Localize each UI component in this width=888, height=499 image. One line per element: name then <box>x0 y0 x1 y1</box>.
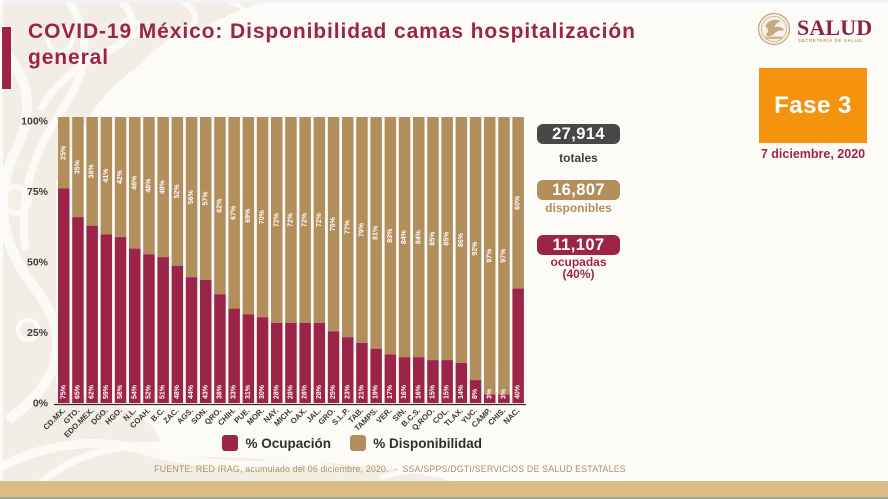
svg-text:52%: 52% <box>174 184 181 199</box>
svg-text:25%: 25% <box>330 384 337 399</box>
svg-text:43%: 43% <box>202 384 209 399</box>
svg-text:75%: 75% <box>60 384 67 399</box>
svg-text:70%: 70% <box>259 209 266 224</box>
svg-text:72%: 72% <box>302 212 309 227</box>
svg-text:19%: 19% <box>373 384 380 399</box>
svg-text:100%: 100% <box>21 116 49 128</box>
svg-text:72%: 72% <box>316 212 323 227</box>
svg-text:77%: 77% <box>344 219 351 234</box>
svg-text:62%: 62% <box>216 198 223 213</box>
svg-text:38%: 38% <box>216 384 223 399</box>
svg-text:75%: 75% <box>27 186 49 198</box>
svg-text:21%: 21% <box>358 384 365 399</box>
svg-text:14%: 14% <box>458 384 465 399</box>
svg-text:81%: 81% <box>373 225 380 240</box>
svg-text:85%: 85% <box>444 231 451 246</box>
svg-text:23%: 23% <box>344 384 351 399</box>
svg-text:3%: 3% <box>500 388 507 399</box>
svg-text:75%: 75% <box>330 216 337 231</box>
svg-text:54%: 54% <box>131 384 138 399</box>
svg-text:28%: 28% <box>287 384 294 399</box>
svg-text:3%: 3% <box>486 388 493 399</box>
svg-text:84%: 84% <box>415 229 422 244</box>
svg-text:48%: 48% <box>174 384 181 399</box>
svg-text:69%: 69% <box>245 208 252 223</box>
svg-text:SECRETARÍA DE SALUD: SECRETARÍA DE SALUD <box>798 36 863 43</box>
svg-text:97%: 97% <box>500 248 507 263</box>
svg-text:48%: 48% <box>145 178 152 193</box>
svg-text:28%: 28% <box>273 384 280 399</box>
svg-text:72%: 72% <box>273 212 280 227</box>
svg-text:SALUD: SALUD <box>797 15 872 40</box>
svg-text:31%: 31% <box>245 384 252 399</box>
svg-text:92%: 92% <box>472 241 479 256</box>
svg-text:49%: 49% <box>160 179 167 194</box>
svg-text:NAC.: NAC. <box>502 406 522 426</box>
svg-text:85%: 85% <box>429 231 436 246</box>
svg-text:42%: 42% <box>117 169 124 184</box>
svg-text:62%: 62% <box>89 384 96 399</box>
svg-text:17%: 17% <box>387 384 394 399</box>
svg-text:16%: 16% <box>415 384 422 399</box>
svg-text:25%: 25% <box>60 145 67 160</box>
svg-text:15%: 15% <box>444 384 451 399</box>
svg-text:28%: 28% <box>302 384 309 399</box>
svg-text:65%: 65% <box>75 384 82 399</box>
svg-text:67%: 67% <box>231 205 238 220</box>
svg-text:60%: 60% <box>515 195 522 210</box>
svg-text:38%: 38% <box>89 164 96 179</box>
svg-text:84%: 84% <box>401 229 408 244</box>
svg-text:52%: 52% <box>145 384 152 399</box>
svg-text:79%: 79% <box>358 222 365 237</box>
svg-text:46%: 46% <box>131 175 138 190</box>
svg-text:56%: 56% <box>188 189 195 204</box>
svg-text:57%: 57% <box>202 191 209 206</box>
svg-text:25%: 25% <box>27 327 49 339</box>
svg-text:41%: 41% <box>103 168 110 183</box>
svg-text:30%: 30% <box>259 384 266 399</box>
svg-text:28%: 28% <box>316 384 323 399</box>
svg-text:44%: 44% <box>188 384 195 399</box>
svg-text:59%: 59% <box>103 384 110 399</box>
svg-text:83%: 83% <box>387 228 394 243</box>
svg-text:72%: 72% <box>287 212 294 227</box>
svg-text:35%: 35% <box>75 159 82 174</box>
svg-text:86%: 86% <box>458 232 465 247</box>
svg-text:8%: 8% <box>472 388 479 399</box>
svg-text:16%: 16% <box>401 384 408 399</box>
svg-text:50%: 50% <box>27 257 49 269</box>
svg-text:58%: 58% <box>117 384 124 399</box>
svg-text:33%: 33% <box>231 384 238 399</box>
svg-text:15%: 15% <box>429 384 436 399</box>
svg-text:97%: 97% <box>486 248 493 263</box>
svg-text:0%: 0% <box>33 398 49 410</box>
svg-text:51%: 51% <box>160 384 167 399</box>
svg-text:40%: 40% <box>515 384 522 399</box>
